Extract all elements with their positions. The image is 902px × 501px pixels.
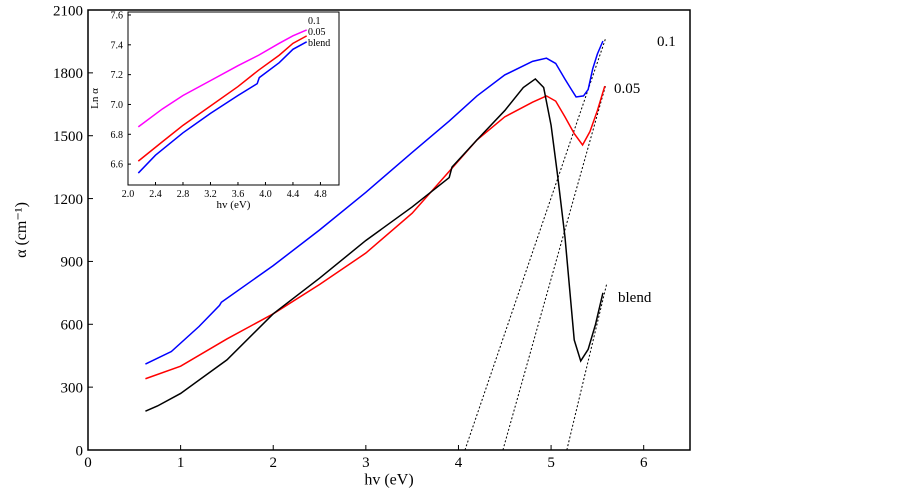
series-line-blend <box>145 77 604 412</box>
inset-y-tick-label: 7.2 <box>111 70 124 81</box>
x-tick-label: 0 <box>84 455 92 471</box>
series-line-0.1 <box>145 40 604 365</box>
inset-x-tick-label: 2.8 <box>177 189 190 200</box>
inset-x-tick-label: 3.2 <box>204 189 217 200</box>
y-axis-label: α (cm⁻¹) <box>13 202 30 258</box>
inset-x-axis-label: hv (eV) <box>217 199 251 211</box>
series-annotation-0.1: 0.1 <box>657 34 676 50</box>
x-tick-label: 1 <box>177 455 185 471</box>
y-tick-label: 1500 <box>53 129 83 145</box>
y-tick-label: 1800 <box>53 66 83 82</box>
inset-x-tick-label: 3.6 <box>232 189 245 200</box>
x-tick-label: 4 <box>455 455 463 471</box>
inset-series-line-blend <box>137 41 308 174</box>
inset-x-tick-label: 2.0 <box>122 189 135 200</box>
y-tick-label: 300 <box>61 380 84 396</box>
tangent-line-0.05 <box>502 84 607 451</box>
y-tick-label: 0 <box>76 443 84 459</box>
y-tick-label: 1200 <box>53 192 83 208</box>
inset-y-tick-label: 7.0 <box>111 100 124 111</box>
x-tick-label: 3 <box>362 455 370 471</box>
tangent-line-0.1 <box>464 37 607 451</box>
inset-y-tick-label: 7.4 <box>111 40 124 51</box>
y-tick-label: 600 <box>61 318 84 334</box>
inset-y-tick-label: 6.6 <box>111 160 124 171</box>
inset-x-tick-label: 4.0 <box>259 189 272 200</box>
inset-x-tick-label: 4.8 <box>314 189 327 200</box>
inset-y-axis-label: Ln α <box>89 88 101 109</box>
series-annotation-0.05: 0.05 <box>614 81 640 97</box>
y-tick-label: 2100 <box>53 3 83 19</box>
x-tick-label: 5 <box>547 455 555 471</box>
inset-legend-0.1: 0.1 <box>308 16 321 27</box>
inset-legend-0.05: 0.05 <box>308 27 326 38</box>
inset-y-tick-label: 7.6 <box>111 10 124 21</box>
x-axis-label: hv (eV) <box>364 472 413 489</box>
series-annotation-blend: blend <box>618 290 652 306</box>
inset-y-tick-label: 6.8 <box>111 130 124 141</box>
x-tick-label: 2 <box>269 455 277 471</box>
tangent-line-blend <box>566 283 608 451</box>
inset-x-tick-label: 4.4 <box>287 189 300 200</box>
inset-x-tick-label: 2.4 <box>149 189 162 200</box>
inset-series-line-0.1 <box>137 29 307 128</box>
inset-series-line-0.05 <box>137 35 308 162</box>
y-tick-label: 900 <box>61 255 84 271</box>
x-tick-label: 6 <box>640 455 648 471</box>
inset-legend-blend: blend <box>308 38 330 49</box>
